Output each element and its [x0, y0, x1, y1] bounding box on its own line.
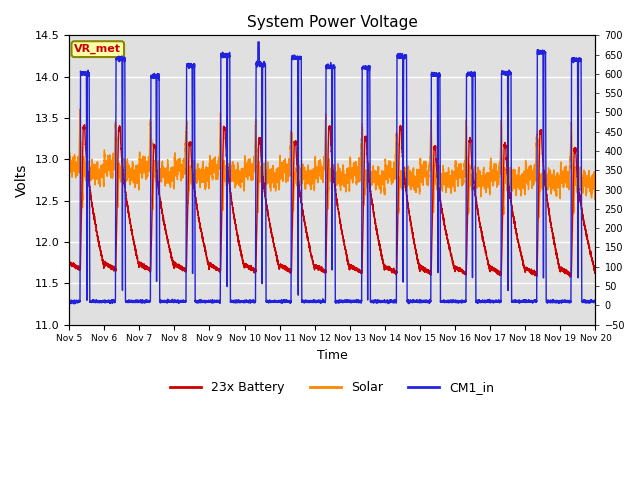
CM1_in	[178, 299, 186, 304]
Solar	[262, 170, 270, 176]
23x Battery	[405, 208, 413, 214]
23x Battery	[591, 270, 599, 276]
Solar	[65, 158, 73, 164]
CM1_in	[590, 298, 598, 304]
Line: Solar: Solar	[69, 109, 595, 218]
Solar	[479, 166, 487, 172]
23x Battery	[590, 264, 598, 270]
Solar	[178, 161, 186, 167]
23x Battery	[262, 201, 270, 206]
X-axis label: Time: Time	[317, 349, 348, 362]
23x Battery	[81, 122, 88, 128]
Line: 23x Battery: 23x Battery	[69, 125, 595, 277]
CM1_in	[254, 39, 262, 45]
CM1_in	[480, 298, 488, 304]
23x Battery	[172, 262, 180, 268]
23x Battery	[178, 265, 186, 271]
Solar	[76, 106, 84, 112]
23x Battery	[65, 259, 73, 265]
CM1_in	[172, 298, 180, 304]
Line: CM1_in: CM1_in	[69, 42, 595, 304]
Solar	[405, 173, 413, 179]
Text: VR_met: VR_met	[74, 44, 122, 54]
23x Battery	[479, 238, 487, 243]
Title: System Power Voltage: System Power Voltage	[247, 15, 418, 30]
CM1_in	[65, 299, 73, 304]
CM1_in	[591, 298, 599, 303]
Solar	[590, 178, 598, 183]
23x Battery	[566, 274, 573, 280]
CM1_in	[405, 299, 413, 304]
CM1_in	[71, 301, 79, 307]
Y-axis label: Volts: Volts	[15, 163, 29, 197]
Solar	[535, 215, 543, 221]
Legend: 23x Battery, Solar, CM1_in: 23x Battery, Solar, CM1_in	[165, 376, 499, 399]
CM1_in	[262, 299, 270, 304]
Solar	[591, 189, 599, 195]
Solar	[172, 166, 180, 171]
